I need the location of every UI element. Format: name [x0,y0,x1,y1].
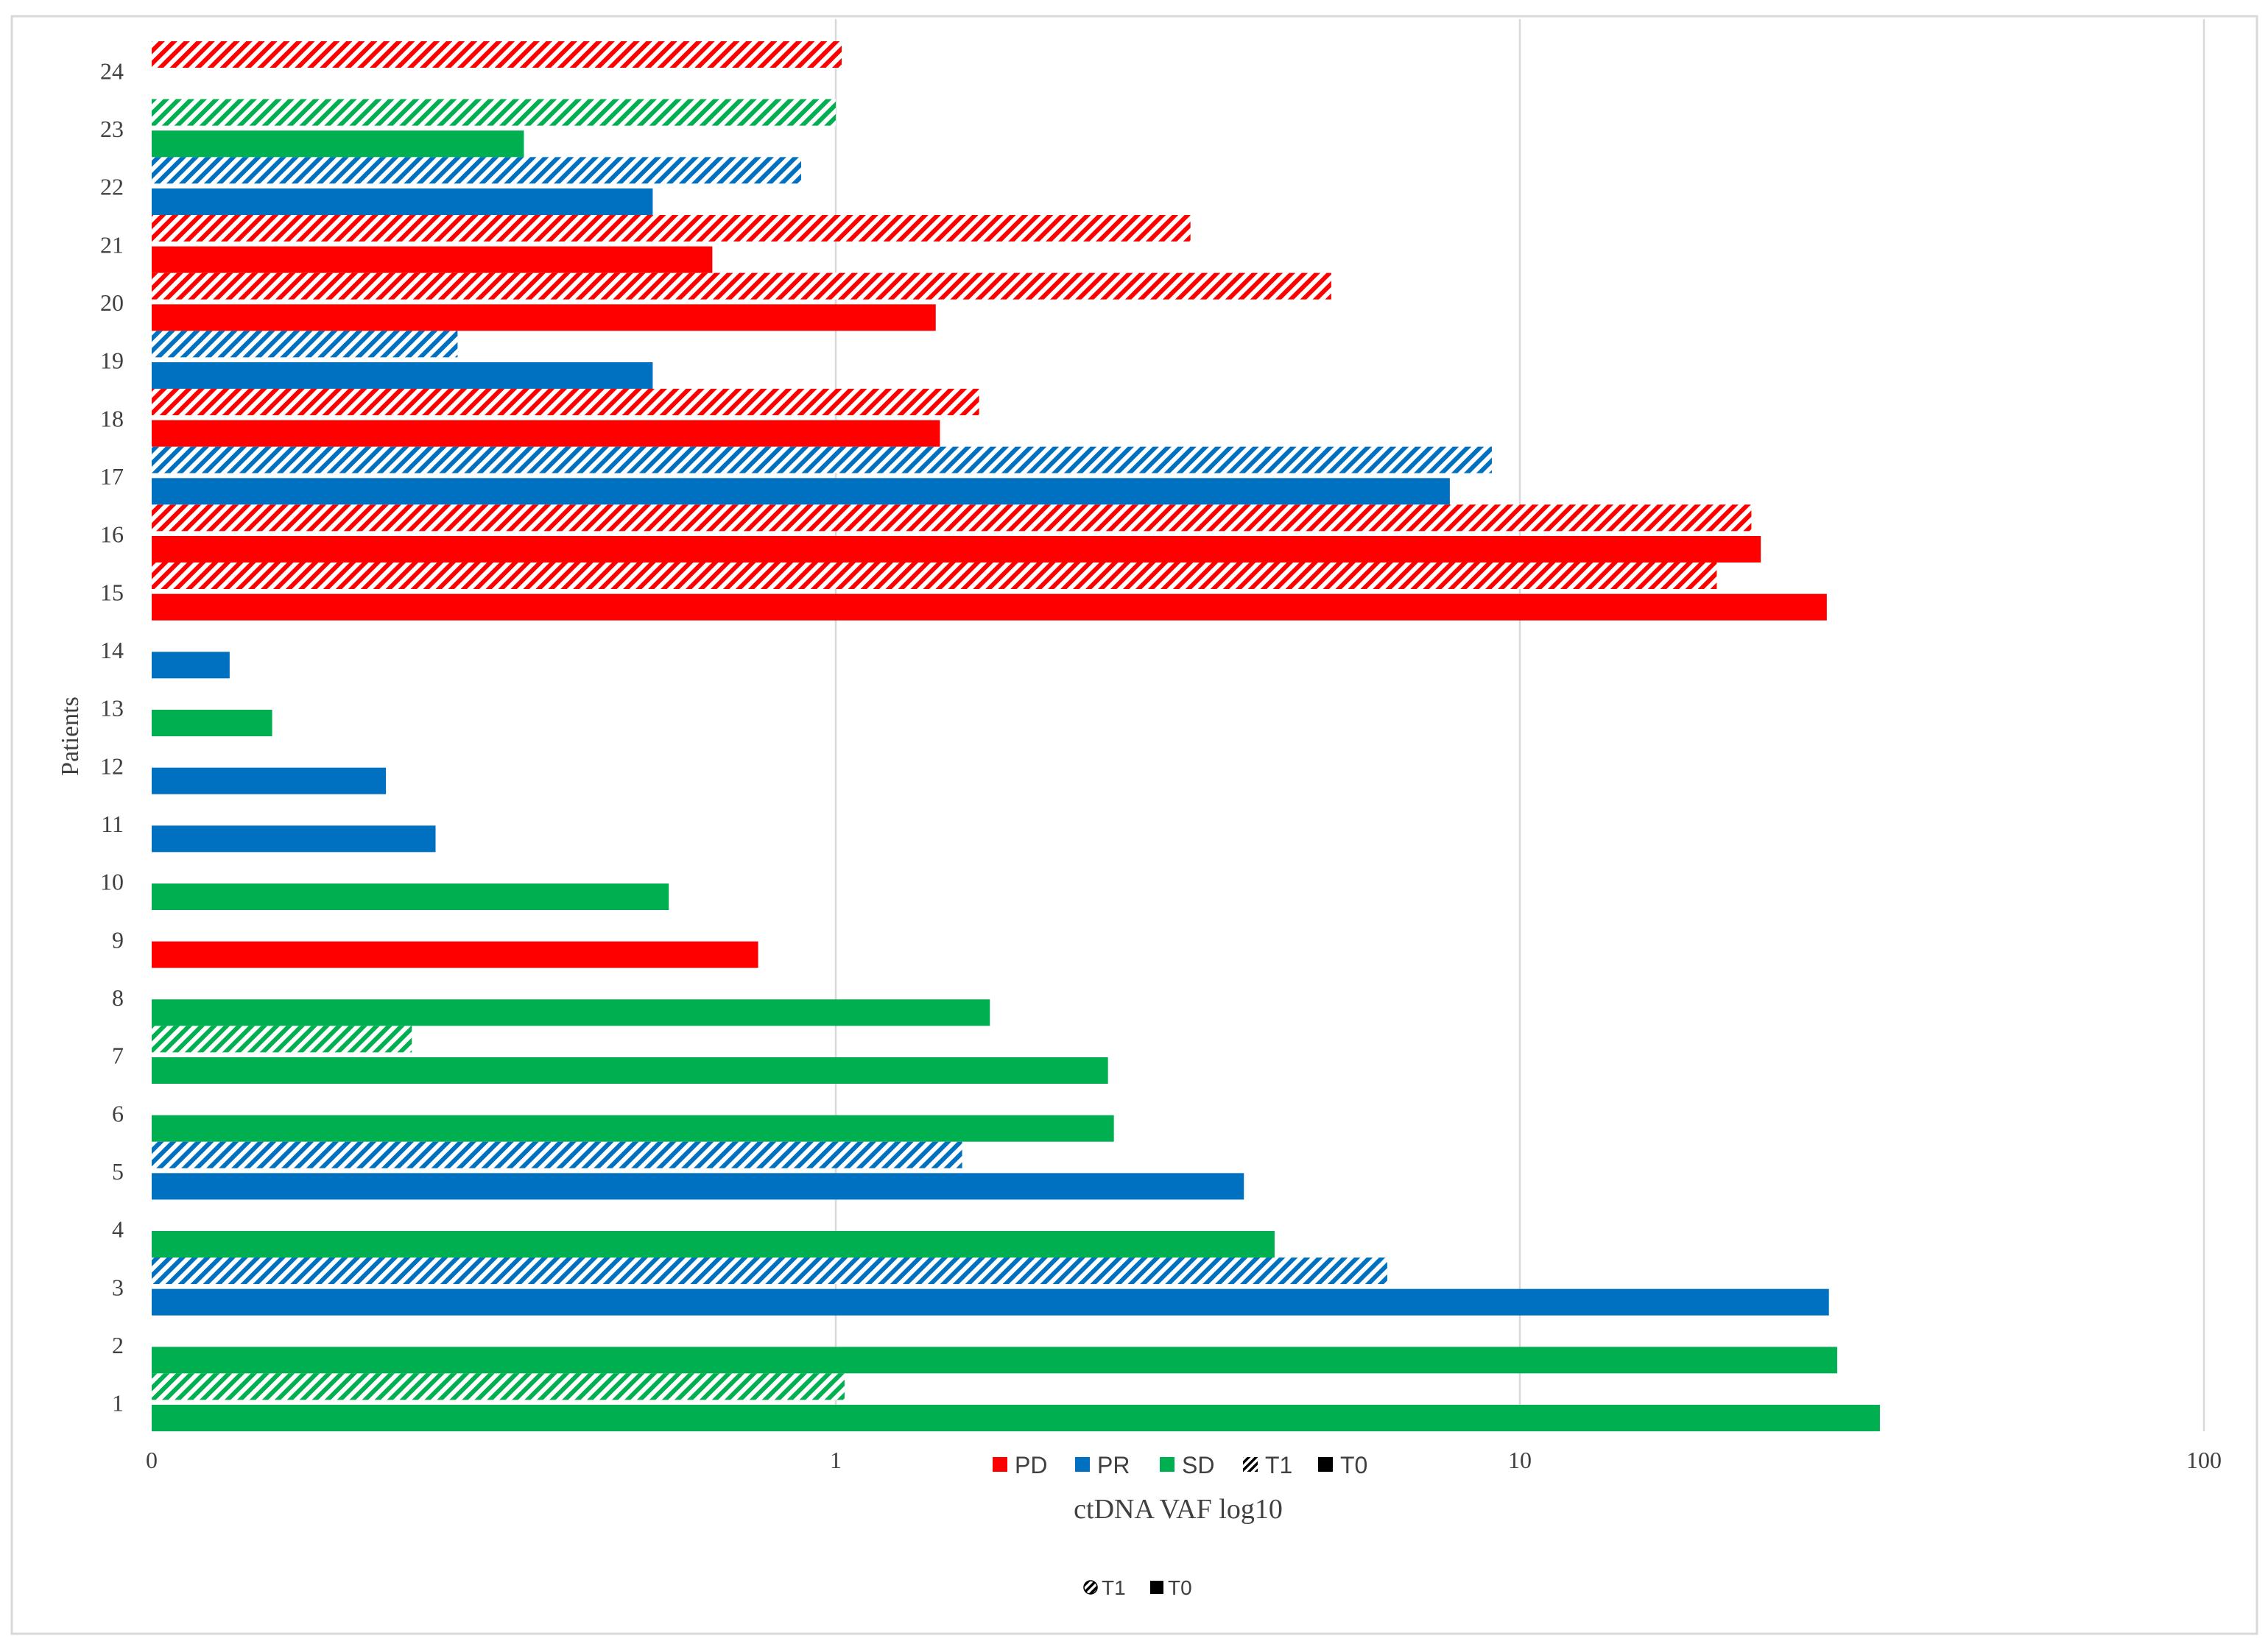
x-tick-label: 10 [1508,1447,1532,1473]
x-tick-label: 100 [2186,1447,2222,1473]
bar-patient-22-t0 [152,188,653,215]
y-tick-label: 7 [112,1043,124,1069]
y-tick-label: 13 [100,695,124,722]
legend: PD PR SD T1 T0 [993,1452,1367,1478]
bar-patient-19-t1 [152,331,458,358]
secondary-legend-label-t0: T0 [1168,1576,1192,1599]
y-tick-label: 16 [100,521,124,548]
legend-swatch-t0 [1318,1457,1333,1472]
bar-patient-5-t0 [152,1173,1244,1200]
bar-patient-21-t0 [152,246,713,273]
y-tick-label: 1 [112,1390,124,1417]
bar-patient-24-t1 [152,41,842,68]
bar-patient-10-t0 [152,884,669,910]
bar-patient-7-t1 [152,1026,412,1053]
legend-label-pr: PR [1097,1452,1130,1478]
x-tick-label: 1 [830,1447,842,1473]
bar-patient-7-t0 [152,1057,1108,1084]
y-tick-label: 22 [100,174,124,200]
y-tick-label: 6 [112,1100,124,1126]
legend-label-pd: PD [1015,1452,1047,1478]
bar-patient-16-t0 [152,536,1761,562]
bar-patient-16-t1 [152,504,1752,532]
bar-patient-15-t0 [152,593,1827,621]
y-tick-label: 2 [112,1332,124,1358]
bar-patient-18-t1 [152,389,979,415]
secondary-legend-swatch-t1 [1083,1580,1098,1595]
bar-patient-12-t0 [152,767,387,794]
bar-patient-23-t1 [152,99,836,126]
bar-patient-17-t0 [152,478,1450,505]
bar-patient-14-t0 [152,652,230,679]
secondary-legend-swatch-t0 [1150,1581,1163,1594]
y-tick-label: 17 [100,463,124,490]
legend-swatch-t1 [1243,1457,1258,1472]
x-axis-label: ctDNA VAF log10 [1074,1494,1283,1525]
bar-patient-6-t0 [152,1115,1114,1142]
bar-patient-13-t0 [152,710,272,736]
legend-swatch-pd [993,1457,1007,1472]
y-tick-label: 8 [112,984,124,1011]
x-tick-label: 0 [146,1447,158,1473]
bar-patient-3-t1 [152,1258,1387,1284]
y-tick-label: 24 [100,57,124,84]
y-axis-label: Patients [57,696,84,776]
y-tick-label: 21 [100,231,124,258]
bar-patient-17-t1 [152,446,1492,473]
y-tick-label: 20 [100,289,124,316]
bar-patient-20-t0 [152,304,936,331]
bar-patient-18-t0 [152,420,940,447]
bar-patient-8-t0 [152,999,990,1026]
y-tick-label: 14 [100,637,124,663]
y-tick-label: 10 [100,869,124,895]
legend-label-t0: T0 [1340,1452,1367,1478]
bar-patient-2-t0 [152,1347,1837,1374]
legend-label-sd: SD [1182,1452,1214,1478]
legend-swatch-sd [1160,1457,1174,1472]
y-tick-label: 15 [100,579,124,605]
bar-patient-21-t1 [152,215,1191,241]
secondary-legend: T1 T0 [1083,1576,1192,1599]
y-tick-label: 18 [100,405,124,431]
x-tick-labels: 0 1 10 100 [146,1447,2222,1473]
y-tick-label: 9 [112,926,124,953]
bar-patient-3-t0 [152,1288,1829,1316]
y-tick-label: 12 [100,752,124,779]
secondary-legend-label-t1: T1 [1102,1576,1126,1599]
bar-patient-19-t0 [152,362,653,389]
bar-patient-11-t0 [152,825,436,853]
y-tick-label: 3 [112,1274,124,1300]
bar-patient-22-t1 [152,157,801,184]
y-tick-label: 19 [100,348,124,374]
bar-patient-5-t1 [152,1141,962,1168]
y-tick-label: 4 [112,1216,124,1243]
bar-patient-1-t0 [152,1405,1880,1431]
bar-patient-1-t1 [152,1373,845,1400]
y-tick-label: 11 [101,811,124,837]
y-tick-label: 23 [100,116,124,142]
bar-patient-4-t0 [152,1231,1275,1258]
bar-patient-20-t1 [152,272,1331,300]
bars [152,41,1880,1431]
y-tick-label: 5 [112,1158,124,1185]
bar-patient-15-t1 [152,562,1717,589]
legend-swatch-pr [1075,1457,1090,1472]
legend-label-t1: T1 [1265,1452,1292,1478]
bar-patient-9-t0 [152,941,758,968]
bar-patient-23-t0 [152,130,524,158]
